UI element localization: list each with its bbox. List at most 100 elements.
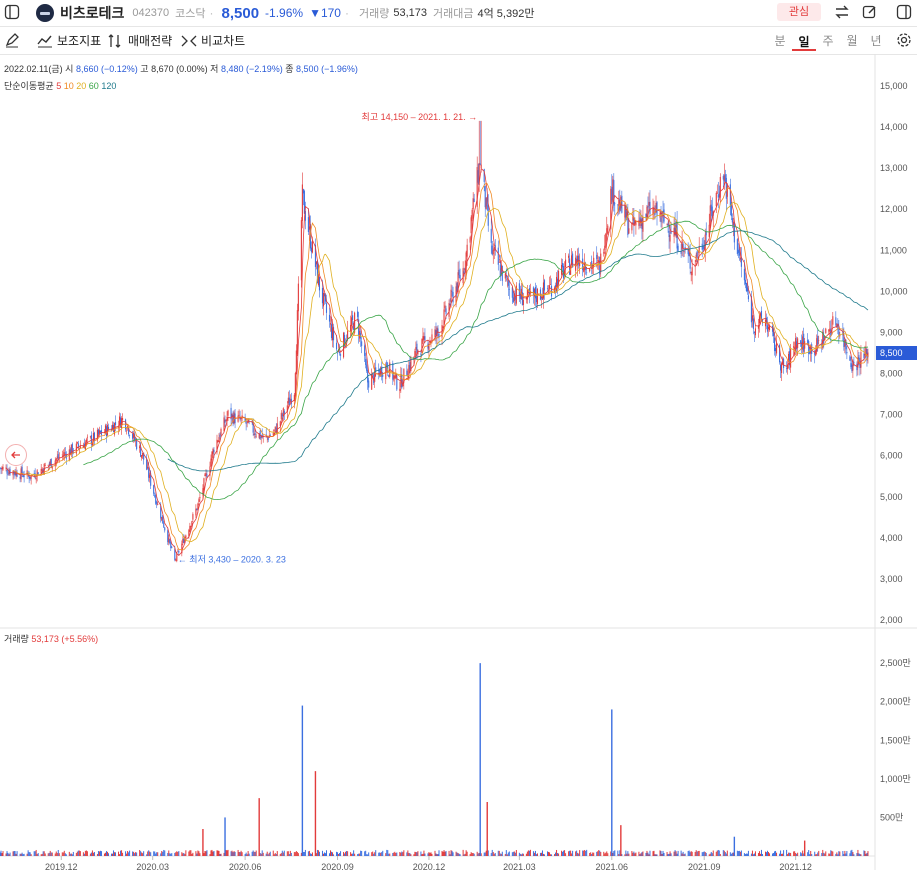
period-tab-0[interactable]: 분	[774, 34, 786, 48]
candle-body	[687, 248, 689, 255]
volume-bar	[170, 853, 172, 856]
strategy-menu[interactable]: 매매전략	[108, 32, 172, 49]
favorite-button[interactable]: 관심	[777, 3, 821, 21]
change-pct: -1.96%	[265, 6, 304, 20]
scroll-left-icon[interactable]	[5, 444, 27, 466]
sidebar-toggle-icon[interactable]	[4, 4, 20, 20]
candle-body	[444, 305, 446, 309]
volume-bar	[529, 849, 531, 856]
ma60-label: 60	[88, 81, 99, 91]
candle-body	[217, 440, 219, 442]
volume-bar	[351, 853, 353, 856]
period-tab-1[interactable]: 일	[792, 30, 816, 51]
swap-icon[interactable]	[834, 4, 850, 20]
volume-bar	[710, 851, 712, 856]
volume-bar	[47, 853, 49, 856]
candle-body	[335, 342, 338, 350]
volume-bar	[128, 852, 130, 856]
candle-body	[300, 220, 302, 281]
volume-bar	[493, 853, 495, 856]
candle-body	[70, 444, 72, 455]
volume-bar	[832, 851, 834, 856]
candle-body	[505, 275, 507, 278]
volume-bar	[423, 850, 425, 856]
candle-body	[690, 271, 692, 274]
volume-bar	[238, 852, 240, 856]
x-tick-label: 2020.03	[136, 862, 169, 870]
period-tab-3[interactable]: 월	[846, 34, 858, 48]
candle-body	[344, 335, 346, 347]
candle-body	[20, 468, 22, 480]
candle-body	[34, 473, 36, 478]
edit-icon[interactable]	[862, 4, 878, 20]
candle-body	[91, 442, 93, 446]
candle-body	[675, 225, 677, 237]
candle-body	[129, 435, 131, 436]
candle-body	[85, 439, 87, 443]
volume-bar	[132, 851, 134, 856]
volume-bar	[519, 853, 521, 856]
candle-body	[504, 273, 506, 279]
indicator-menu[interactable]: 보조지표	[37, 32, 101, 49]
candle-body	[331, 327, 334, 341]
candle-body	[605, 233, 607, 247]
candle-body	[154, 495, 156, 497]
volume-bar	[127, 851, 129, 856]
volume-bar	[364, 851, 366, 856]
volume-bar	[392, 853, 394, 856]
candle-body	[788, 353, 790, 362]
volume-bar	[178, 851, 180, 856]
volume-bar	[314, 851, 316, 856]
candle-body	[429, 340, 431, 343]
x-tick-label: 2021.06	[596, 862, 629, 870]
volume-bar	[318, 851, 320, 856]
candle-body	[597, 260, 599, 261]
ma20-label: 20	[76, 81, 87, 91]
candle-body	[837, 323, 839, 327]
volume-tick-label: 2,000만	[880, 697, 911, 707]
candle-body	[859, 360, 861, 368]
drawing-pen-icon[interactable]	[4, 32, 20, 48]
candle-body	[352, 315, 354, 321]
volume-bar	[527, 850, 529, 856]
candle-body	[273, 429, 275, 431]
candle-body	[231, 414, 233, 417]
candle-body	[324, 294, 327, 302]
candle-body	[860, 352, 862, 368]
candle-body	[578, 255, 580, 265]
volume-bar	[570, 850, 572, 856]
compare-menu[interactable]: 비교차트	[181, 32, 245, 49]
candle-body	[198, 499, 200, 503]
volume-bar	[135, 852, 137, 856]
volume-bar	[621, 854, 623, 856]
candle-body	[118, 416, 121, 426]
volume-bar	[309, 853, 311, 856]
candle-body	[382, 374, 384, 377]
volume-bar	[520, 854, 522, 856]
volume-bar	[0, 850, 2, 856]
volume-bar	[403, 850, 405, 856]
period-tab-2[interactable]: 주	[822, 34, 834, 48]
candle-body	[515, 285, 517, 304]
volume-bar	[796, 853, 798, 856]
volume-bar	[794, 851, 796, 856]
volume-bar	[561, 850, 563, 856]
period-tab-4[interactable]: 년	[870, 34, 882, 48]
settings-gear-icon[interactable]	[896, 32, 912, 48]
candle-body	[740, 257, 742, 267]
x-tick-label: 2021.09	[688, 862, 721, 870]
volume-bar	[98, 851, 100, 856]
candle-body	[747, 295, 749, 300]
volume-bar	[322, 853, 324, 856]
candle-body	[604, 245, 606, 250]
volume-bar	[690, 851, 692, 856]
volume-bar	[471, 853, 473, 856]
panel-toggle-icon[interactable]	[896, 4, 912, 20]
candle-body	[796, 341, 798, 350]
candle-body	[55, 458, 57, 461]
volume-bar	[416, 852, 418, 856]
candle-body	[736, 239, 738, 254]
candle-body	[9, 469, 11, 475]
candle-body	[478, 162, 480, 186]
